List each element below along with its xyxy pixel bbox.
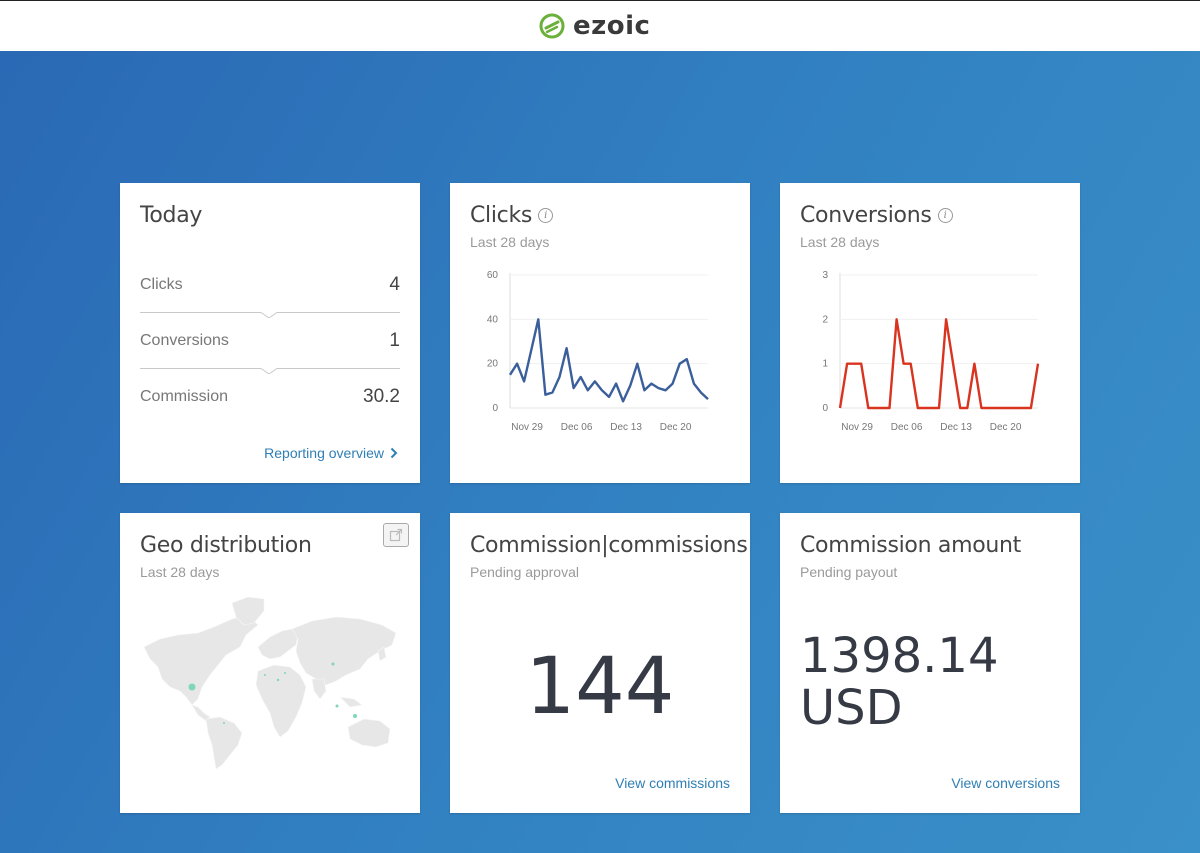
reporting-overview-link[interactable]: Reporting overview [264, 445, 398, 461]
conversions-y-tick-label: 2 [822, 314, 828, 325]
clicks-x-tick-label: Nov 29 [511, 422, 543, 433]
conversions-x-tick-label: Dec 13 [940, 422, 972, 433]
geo-card: Geo distribution Last 28 days [120, 513, 420, 813]
view-commissions-link[interactable]: View commissions [615, 775, 730, 791]
chevron-right-icon [390, 447, 398, 459]
clicks-y-tick-label: 0 [492, 403, 498, 414]
top-bar: ezoic [0, 0, 1200, 51]
divider [140, 312, 400, 318]
commissions-card: Commission|commissions Pending approval … [450, 513, 750, 813]
conversions-x-tick-label: Dec 20 [990, 422, 1022, 433]
clicks-subtitle: Last 28 days [470, 234, 550, 250]
conversions-label: Conversions [140, 332, 229, 349]
today-title: Today [140, 203, 203, 228]
commission-value: 30.2 [363, 386, 400, 407]
clicks-card: Clicks i Last 28 days 0 20 40 60 Nov 29 Dec 0… [450, 183, 750, 483]
clicks-x-tick-label: Dec 20 [660, 422, 692, 433]
conversions-y-tick-label: 1 [822, 359, 828, 370]
commissions-title: Commission|commissions [470, 533, 748, 558]
geo-subtitle: Last 28 days [140, 564, 220, 580]
geo-marker[interactable] [188, 683, 196, 691]
clicks-value: 4 [389, 274, 400, 295]
commission-label: Commission [140, 388, 229, 405]
clicks-series-line[interactable] [508, 318, 709, 403]
conversions-title-text: Conversions [800, 203, 932, 228]
external-link-icon [389, 528, 403, 542]
conversions-chart: 0 1 2 3 Nov 29 Dec 06 Dec 13 Dec 20 [822, 270, 1040, 433]
commissions-value: 144 [525, 642, 675, 732]
divider [140, 368, 400, 374]
today-card: Today Clicks 4 Conversions 1 Commission … [120, 183, 420, 483]
today-row-commission: Commission 30.2 [140, 382, 400, 412]
commission-amount-currency: USD [800, 680, 903, 736]
conversions-subtitle: Last 28 days [800, 234, 880, 250]
clicks-y-tick-label: 20 [487, 359, 499, 370]
commission-amount-card: Commission amount Pending payout 1398.14… [780, 513, 1080, 813]
commission-amount-subtitle: Pending payout [800, 564, 898, 580]
today-row-conversions: Conversions 1 [140, 326, 400, 356]
clicks-title-text: Clicks [470, 203, 533, 228]
clicks-x-tick-label: Dec 06 [561, 422, 593, 433]
commission-amount-title: Commission amount [800, 533, 1022, 558]
conversions-title: Conversions i [800, 203, 953, 228]
geo-title: Geo distribution [140, 533, 312, 558]
geo-marker[interactable] [264, 674, 266, 676]
ezoic-logo[interactable]: ezoic [539, 11, 651, 41]
conversions-card: Conversions i Last 28 days 0 1 2 3 Nov 29 Dec… [780, 183, 1080, 483]
expand-button[interactable] [383, 523, 409, 547]
clicks-x-tick-label: Dec 13 [610, 422, 642, 433]
geo-marker[interactable] [276, 678, 280, 682]
logo-text: ezoic [573, 11, 651, 41]
clicks-label: Clicks [140, 276, 183, 293]
clicks-y-tick-label: 40 [487, 314, 499, 325]
conversions-x-tick-label: Dec 06 [891, 422, 923, 433]
commission-amount-value: 1398.14 [800, 628, 999, 684]
view-conversions-link[interactable]: View conversions [951, 775, 1060, 791]
conversions-y-tick-label: 3 [822, 270, 828, 281]
info-icon[interactable]: i [937, 208, 953, 223]
world-map[interactable] [140, 595, 402, 770]
geo-marker[interactable] [335, 704, 339, 708]
geo-marker[interactable] [353, 714, 357, 718]
clicks-title: Clicks i [470, 203, 554, 228]
today-row-clicks: Clicks 4 [140, 270, 400, 300]
clicks-chart: 0 20 40 60 Nov 29 Dec 06 Dec 13 Dec 20 [487, 270, 709, 433]
geo-marker[interactable] [284, 672, 286, 674]
info-icon[interactable]: i [538, 208, 554, 223]
conversions-value: 1 [389, 330, 400, 351]
reporting-overview-label: Reporting overview [264, 445, 384, 461]
conversions-y-tick-label: 0 [822, 403, 828, 414]
ezoic-logo-icon [539, 13, 565, 39]
geo-marker[interactable] [331, 662, 335, 666]
conversions-series-line[interactable] [838, 318, 1040, 410]
clicks-y-tick-label: 60 [487, 270, 499, 281]
geo-marker[interactable] [223, 722, 225, 724]
commissions-subtitle: Pending approval [470, 564, 579, 580]
conversions-x-tick-label: Nov 29 [841, 422, 873, 433]
